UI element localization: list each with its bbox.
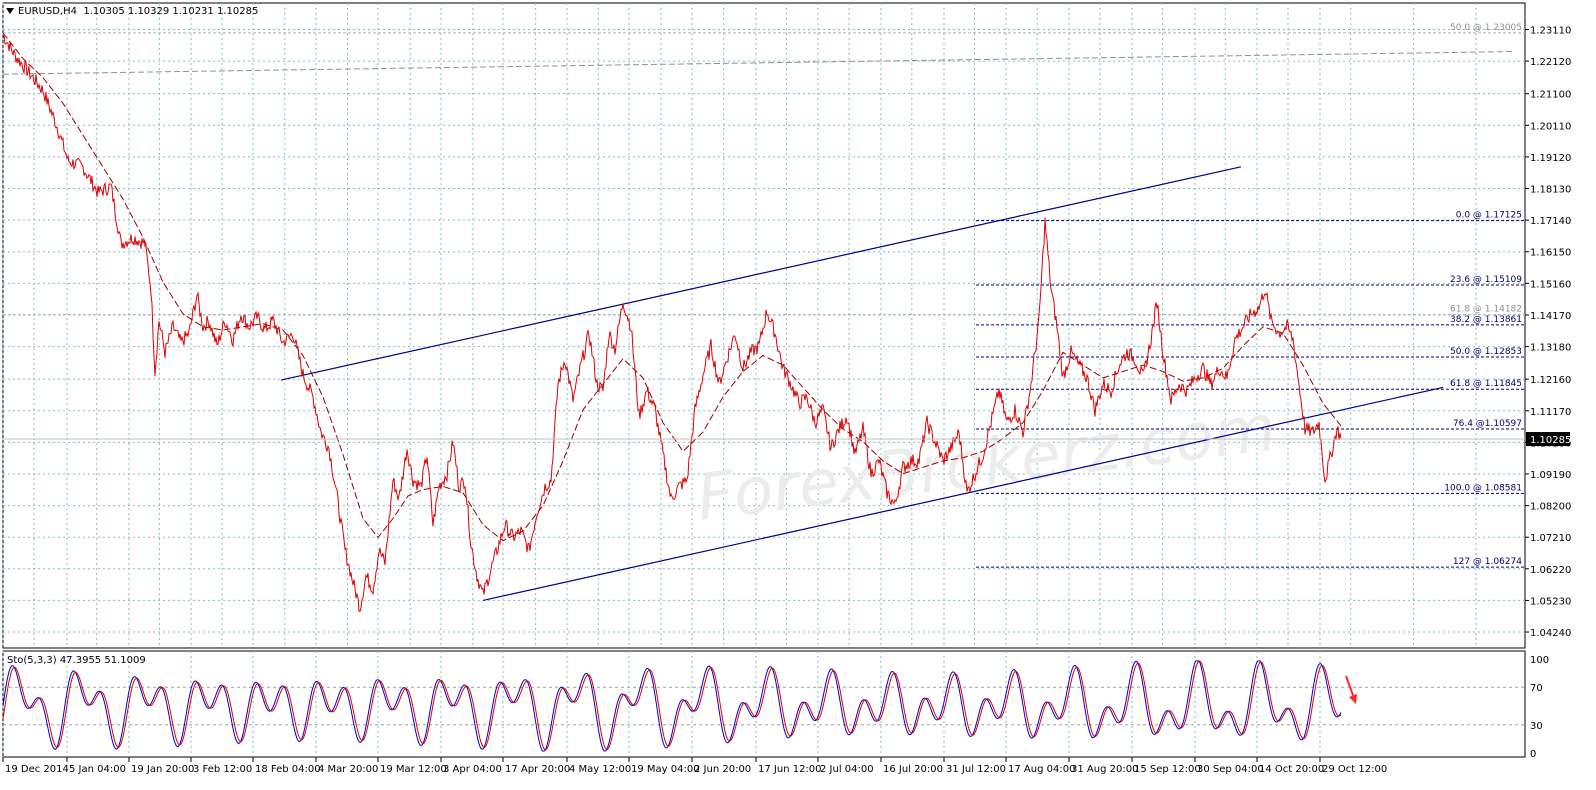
time-tick-label: 4 May 12:00 bbox=[569, 764, 631, 775]
price-tick-label: 1.21100 bbox=[1530, 90, 1571, 101]
stochastic-tick-label: 0 bbox=[1530, 749, 1536, 760]
time-tick-label: 3 Feb 12:00 bbox=[193, 764, 252, 775]
faint-level-label: 50.0 @ 1.23005 bbox=[1450, 23, 1522, 33]
fib-level-label: 23.6 @ 1.15109 bbox=[1450, 275, 1522, 285]
time-tick-label: 17 Aug 04:00 bbox=[1008, 764, 1075, 775]
price-tick-label: 1.06220 bbox=[1530, 565, 1571, 576]
time-tick-label: 30 Sep 04:00 bbox=[1197, 764, 1264, 775]
stochastic-tick-label: 70 bbox=[1530, 683, 1543, 694]
price-tick-label: 1.23110 bbox=[1530, 26, 1571, 37]
fibonacci-levels: 0.0 @ 1.17125 23.6 @ 1.15109 38.2 @ 1.1386… bbox=[976, 211, 1525, 568]
price-tick-label: 1.20110 bbox=[1530, 121, 1571, 132]
time-tick-label: 3 Apr 04:00 bbox=[443, 764, 502, 775]
price-tick-label: 1.12160 bbox=[1530, 375, 1571, 386]
time-tick-label: 19 May 04:00 bbox=[631, 764, 700, 775]
stochastic-axis: 100 70 30 0 bbox=[1530, 655, 1549, 760]
time-tick-label: 5 Jan 04:00 bbox=[69, 764, 126, 775]
fib-level-label: 76.4 @1.10597 bbox=[1453, 419, 1522, 429]
price-tick-label: 1.19120 bbox=[1530, 153, 1571, 164]
faint-level-label: 61.8 @ 1.14182 bbox=[1450, 305, 1522, 315]
price-tick-label: 1.14170 bbox=[1530, 311, 1571, 322]
time-tick-label: 18 Feb 04:00 bbox=[255, 764, 321, 775]
time-tick-label: 31 Aug 20:00 bbox=[1071, 764, 1138, 775]
fib-level-label: 50.0 @ 1.12853 bbox=[1450, 347, 1522, 357]
down-arrow-icon bbox=[1345, 675, 1357, 704]
current-price-tag: 1.10285 bbox=[3, 432, 1571, 447]
time-tick-label: 17 Jun 12:00 bbox=[758, 764, 822, 775]
time-tick-label: 31 Jul 12:00 bbox=[946, 764, 1006, 775]
faint-levels: 50.0 @ 1.23005 61.8 @ 1.14182 bbox=[2, 23, 1525, 316]
price-tick-label: 1.16150 bbox=[1530, 248, 1571, 259]
fib-level-label: 100.0 @ 1.08581 bbox=[1444, 483, 1522, 493]
stochastic-tick-label: 100 bbox=[1530, 655, 1549, 666]
price-tick-label: 1.04240 bbox=[1530, 628, 1571, 639]
time-tick-label: 4 Mar 20:00 bbox=[318, 764, 378, 775]
price-line bbox=[2, 34, 1342, 613]
time-tick-label: 16 Jul 20:00 bbox=[883, 764, 943, 775]
time-tick-label: 2 Jun 20:00 bbox=[694, 764, 751, 775]
fib-level-label: 38.2 @ 1.13861 bbox=[1450, 315, 1522, 325]
time-tick-label: 14 Oct 20:00 bbox=[1259, 764, 1324, 775]
price-tick-label: 1.18130 bbox=[1530, 185, 1571, 196]
time-tick-label: 29 Oct 12:00 bbox=[1322, 764, 1387, 775]
price-tick-label: 1.15160 bbox=[1530, 279, 1571, 290]
price-tick-label: 1.11170 bbox=[1530, 407, 1571, 418]
stochastic-grid bbox=[2, 651, 1525, 757]
trend-channel bbox=[280, 166, 1444, 602]
time-tick-label: 2 Jul 04:00 bbox=[820, 764, 874, 775]
chart-header: EURUSD,H4 1.10305 1.10329 1.10231 1.1028… bbox=[18, 6, 258, 17]
fib-level-label: 127 @ 1.06274 bbox=[1453, 557, 1522, 567]
price-series bbox=[2, 34, 1342, 613]
stochastic-signal-line bbox=[2, 660, 1342, 751]
fib-level-label: 0.0 @ 1.17125 bbox=[1456, 211, 1522, 221]
price-tick-label: 1.13180 bbox=[1530, 343, 1571, 354]
time-tick-label: 15 Sep 12:00 bbox=[1134, 764, 1201, 775]
price-axis: 1.23110 1.22120 1.21100 1.20110 1.19120 1.181… bbox=[1525, 26, 1571, 639]
price-tick-label: 1.17140 bbox=[1530, 216, 1571, 227]
time-tick-label: 19 Mar 12:00 bbox=[380, 764, 447, 775]
current-price-label: 1.10285 bbox=[1530, 435, 1571, 446]
chart-menu-icon[interactable] bbox=[6, 8, 14, 14]
channel-lower-line bbox=[482, 386, 1444, 602]
stochastic-panel bbox=[2, 650, 1526, 758]
price-panel bbox=[2, 2, 1526, 649]
time-tick-label: 17 Apr 20:00 bbox=[505, 764, 570, 775]
stochastic-main-line bbox=[2, 660, 1342, 752]
price-tick-label: 1.22120 bbox=[1530, 57, 1571, 68]
time-axis: 19 Dec 2014 5 Jan 04:00 19 Jan 20:003 Feb … bbox=[2, 757, 1387, 775]
price-tick-label: 1.07210 bbox=[1530, 533, 1571, 544]
stochastic-lines bbox=[2, 660, 1342, 752]
stochastic-header: Sto(5,3,3) 47.3955 51.1009 bbox=[7, 655, 146, 666]
price-tick-label: 1.08200 bbox=[1530, 502, 1571, 513]
channel-upper-line bbox=[280, 166, 1242, 381]
price-tick-label: 1.09190 bbox=[1530, 470, 1571, 481]
time-tick-label: 19 Jan 20:00 bbox=[131, 764, 194, 775]
stochastic-tick-label: 30 bbox=[1530, 721, 1543, 732]
time-tick-label: 19 Dec 2014 bbox=[5, 764, 69, 775]
fib-level-label: 61.8 @ 1.11845 bbox=[1450, 379, 1522, 389]
price-tick-label: 1.05230 bbox=[1530, 596, 1571, 607]
